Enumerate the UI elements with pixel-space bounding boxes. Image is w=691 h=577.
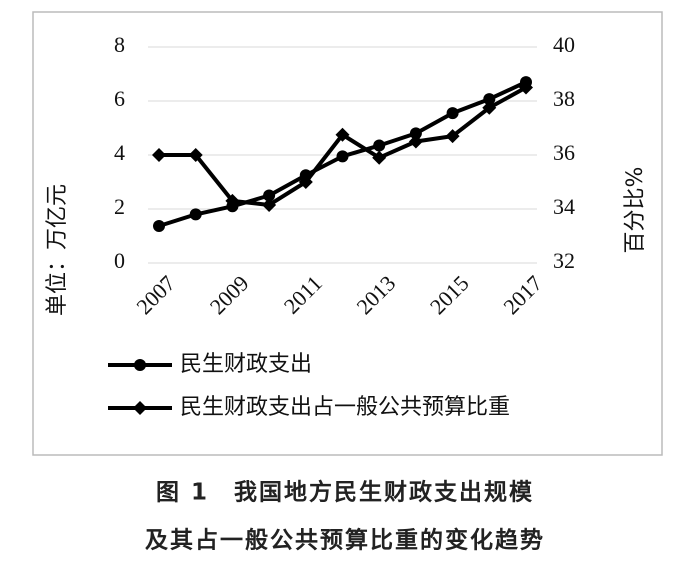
data-point [134,359,146,371]
y2-tick-label: 32 [553,248,575,273]
y-axis-label: 单位：万亿元 [45,184,70,316]
y-tick-label: 0 [114,248,125,273]
data-point [298,175,313,189]
data-point [152,148,167,162]
data-point [133,401,147,415]
data-point [445,129,460,144]
data-point [446,107,459,120]
x-tick-label: 2013 [352,270,401,319]
data-point [408,134,423,149]
y-tick-label: 6 [114,86,125,111]
data-point [483,93,496,106]
x-tick-label: 2017 [498,270,547,319]
y-tick-label: 4 [114,140,125,165]
x-tick-label: 2009 [205,270,254,319]
data-point [518,80,533,95]
data-point [336,150,349,163]
y2-axis-label: 百分比% [623,167,648,254]
chart-frame [32,11,663,456]
y2-tick-label: 36 [553,140,575,165]
data-point [335,127,350,142]
x-tick-label: 2007 [131,270,180,319]
data-point [373,139,386,152]
legend-label: 民生财政支出 [180,352,312,377]
x-tick-label: 2015 [425,270,474,319]
y-tick-label: 8 [114,32,125,57]
legend-label: 民生财政支出占一般公共预算比重 [180,395,510,420]
data-point [409,127,422,140]
y-tick-label: 2 [114,194,125,219]
y2-tick-label: 40 [553,32,575,57]
data-point [263,189,276,202]
caption: 图 1 我国地方民生财政支出规模 [156,479,534,506]
y2-tick-label: 38 [553,86,575,111]
caption: 及其占一般公共预算比重的变化趋势 [145,527,545,554]
data-point [188,148,203,162]
data-point [225,193,240,208]
data-point [153,220,166,233]
data-point [262,197,277,212]
data-point [189,208,202,221]
data-point [482,100,497,115]
y2-tick-label: 34 [553,194,575,219]
data-point [372,150,387,165]
x-tick-label: 2011 [279,270,327,318]
